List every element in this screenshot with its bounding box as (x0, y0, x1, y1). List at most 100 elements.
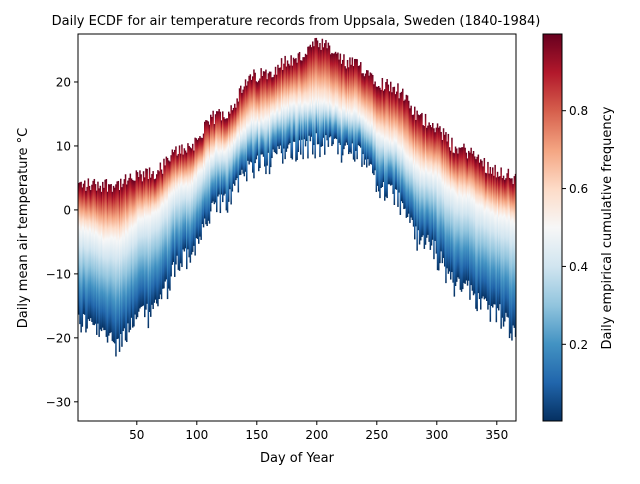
colorbar-tick-label: 0.4 (569, 260, 588, 274)
ecdf-column-day-156 (264, 71, 266, 167)
y-axis-label: Daily mean air temperature °C (16, 128, 31, 329)
ecdf-column-day-12 (91, 184, 93, 322)
ecdf-column-day-19 (99, 185, 102, 330)
ecdf-column-day-3 (80, 181, 82, 333)
ecdf-column-day-226 (348, 67, 350, 155)
ecdf-column-day-340 (484, 172, 487, 299)
ecdf-column-day-220 (340, 63, 343, 163)
ecdf-column-day-87 (181, 144, 183, 267)
ecdf-column-day-75 (166, 157, 169, 300)
ecdf-column-day-58 (146, 168, 148, 304)
ecdf-column-day-49 (135, 170, 138, 320)
x-tick-label: 50 (129, 428, 144, 442)
ecdf-column-day-234 (357, 65, 360, 146)
ecdf-column-day-258 (386, 79, 388, 199)
ecdf-column-day-5 (82, 183, 85, 315)
ecdf-column-day-310 (448, 147, 451, 272)
ecdf-column-day-4 (81, 187, 84, 327)
ecdf-column-day-297 (433, 128, 435, 260)
ecdf-column-day-268 (398, 98, 400, 193)
x-tick-label: 200 (305, 428, 328, 442)
ecdf-column-day-192 (307, 46, 309, 159)
ecdf-column-day-125 (226, 118, 229, 213)
ecdf-column-day-142 (247, 81, 249, 161)
ecdf-column-day-102 (199, 136, 201, 237)
ecdf-column-day-95 (190, 148, 193, 255)
ecdf-column-day-191 (306, 54, 308, 142)
ecdf-column-day-186 (300, 60, 302, 155)
ecdf-column-day-145 (250, 79, 253, 163)
ecdf-column-day-216 (336, 53, 338, 140)
ecdf-column-day-263 (392, 87, 394, 194)
ecdf-column-day-309 (447, 133, 450, 274)
ecdf-column-day-22 (103, 187, 105, 331)
ecdf-column-day-122 (223, 117, 225, 196)
ecdf-column-day-11 (90, 190, 92, 319)
ecdf-column-day-320 (460, 147, 463, 292)
ecdf-column-day-294 (429, 125, 432, 250)
ecdf-column-day-203 (320, 49, 322, 147)
ecdf-column-day-233 (356, 59, 358, 160)
ecdf-column-day-331 (474, 156, 476, 294)
ecdf-column-day-298 (434, 132, 436, 241)
ecdf-column-day-317 (457, 153, 459, 278)
ecdf-column-day-359 (507, 168, 510, 318)
ecdf-column-day-63 (152, 171, 154, 310)
ecdf-column-day-228 (350, 64, 352, 154)
ecdf-column-day-264 (393, 86, 396, 206)
ecdf-column-day-195 (310, 47, 313, 137)
ecdf-column-day-333 (476, 156, 478, 312)
ecdf-column-day-52 (139, 170, 141, 309)
ecdf-column-day-336 (480, 159, 482, 310)
ecdf-column-day-14 (93, 178, 96, 326)
y-tick-label: −30 (46, 395, 71, 409)
ecdf-column-day-43 (128, 177, 130, 333)
y-axis: −30 −20 −10 0 10 20 (46, 75, 78, 409)
ecdf-column-day-53 (140, 174, 142, 307)
ecdf-column-day-349 (495, 177, 498, 323)
ecdf-column-day-123 (224, 119, 226, 194)
ecdf-column-day-267 (397, 83, 399, 207)
ecdf-column-day-77 (169, 161, 171, 291)
ecdf-column-day-138 (242, 89, 244, 174)
ecdf-column-day-201 (318, 47, 320, 145)
ecdf-column-day-285 (418, 115, 421, 245)
ecdf-column-day-332 (475, 159, 477, 309)
ecdf-column-day-275 (406, 95, 409, 218)
ecdf-column-day-215 (334, 51, 337, 139)
ecdf-column-day-259 (387, 84, 390, 185)
ecdf-column-day-341 (486, 173, 488, 301)
ecdf-column-day-208 (326, 48, 328, 141)
ecdf-column-day-312 (451, 137, 453, 273)
ecdf-column-day-290 (424, 113, 427, 245)
ecdf-column-day-17 (97, 181, 99, 324)
ecdf-column-day-137 (241, 92, 243, 170)
ecdf-column-day-187 (301, 60, 303, 140)
ecdf-column-day-47 (133, 180, 135, 327)
ecdf-column-day-206 (324, 43, 326, 155)
ecdf-column-day-257 (385, 82, 387, 197)
ecdf-column-day-147 (253, 69, 255, 179)
ecdf-column-day-109 (207, 121, 210, 221)
ecdf-column-day-346 (492, 167, 494, 308)
ecdf-column-day-121 (222, 111, 224, 203)
ecdf-column-day-139 (243, 86, 246, 177)
ecdf-column-day-175 (286, 60, 289, 149)
ecdf-column-day-71 (162, 173, 164, 289)
ecdf-column-day-88 (182, 154, 184, 250)
ecdf-column-day-273 (404, 99, 406, 209)
ecdf-column-day-136 (240, 85, 242, 175)
ecdf-column-day-240 (364, 73, 367, 160)
ecdf-column-day-213 (332, 53, 334, 145)
ecdf-column-day-364 (513, 176, 516, 328)
ecdf-column-day-279 (411, 114, 414, 221)
ecdf-column-day-276 (408, 100, 410, 214)
ecdf-column-day-174 (285, 66, 288, 152)
ecdf-column-day-104 (201, 137, 204, 225)
ecdf-column-day-173 (284, 55, 286, 160)
ecdf-column-day-247 (373, 84, 375, 176)
ecdf-column-day-115 (214, 114, 217, 203)
ecdf-column-day-64 (153, 179, 156, 303)
ecdf-column-day-199 (315, 37, 318, 134)
ecdf-column-day-134 (237, 101, 240, 193)
